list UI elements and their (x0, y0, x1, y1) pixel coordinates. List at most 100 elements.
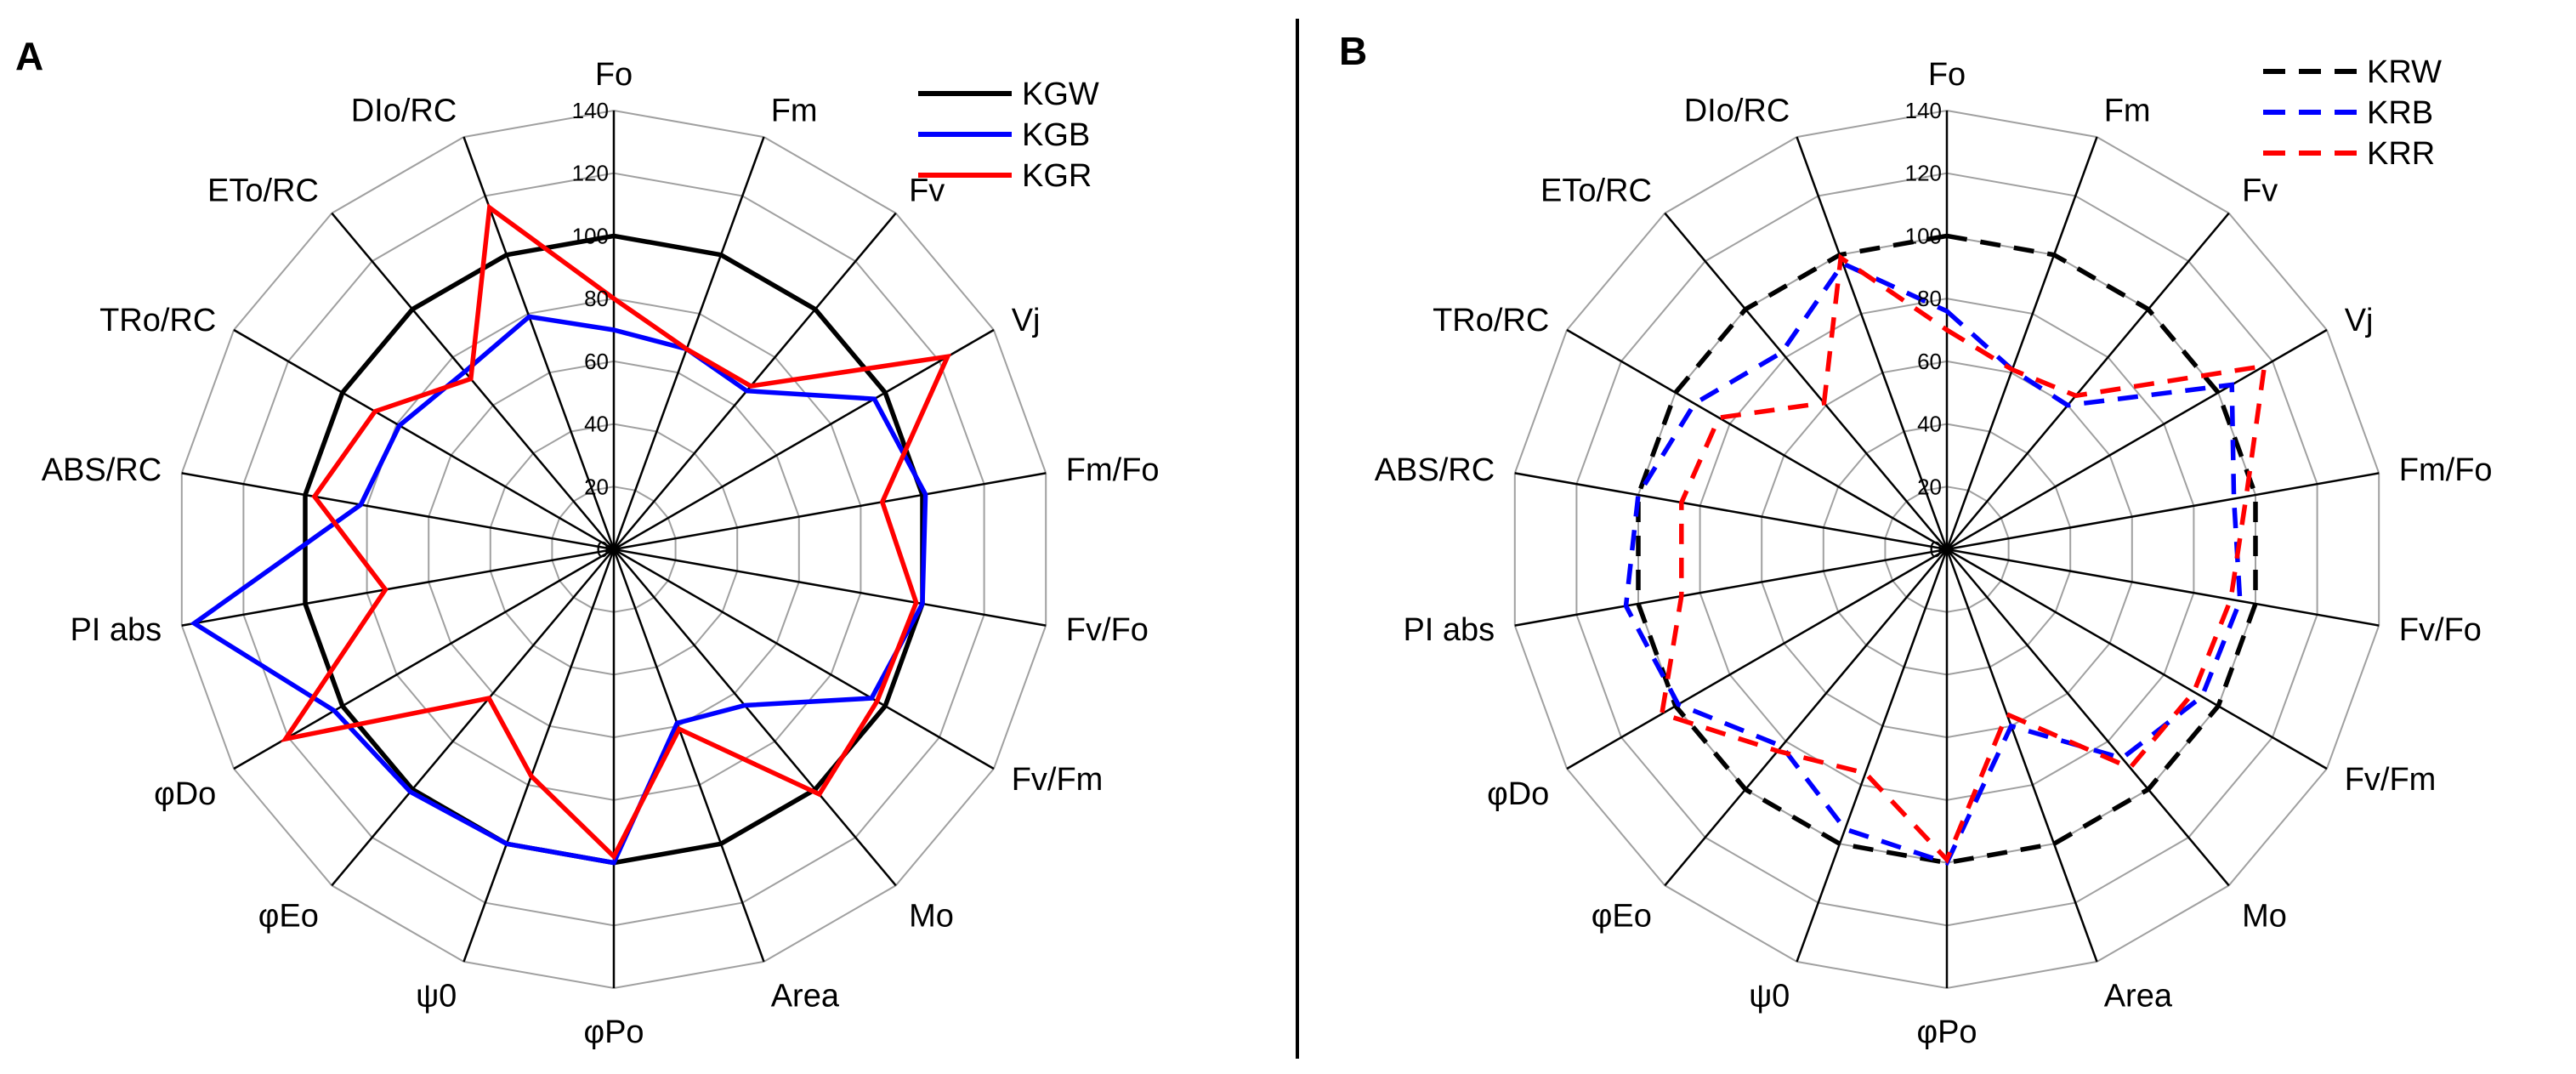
axis-label-area: Area (2104, 978, 2173, 1014)
radar-series-a (190, 203, 952, 866)
spoke-fv-fo (613, 548, 1047, 627)
spoke-abs-rc (181, 472, 615, 551)
spoke-phieo (1664, 548, 1948, 887)
spoke-fm-fo (613, 472, 1047, 551)
axis-label-vj: Vj (2345, 303, 2374, 338)
radar-axis-labels-a: Fo Fm Fv Vj Fm/Fo Fv/Fo Fv/Fm Mo Area φPo ψ0 φEo φDo… (42, 57, 1160, 1050)
axis-label-phieo: φEo (1592, 899, 1652, 935)
legend-label-krb: KRB (2367, 95, 2433, 131)
spoke-fv-fm (613, 548, 995, 770)
series-line-kgb (190, 314, 928, 866)
tick-label-20: 20 (1917, 474, 1942, 499)
legend-b: KRW KRB KRR (2263, 54, 2442, 172)
spoke-phieo (331, 548, 615, 887)
radar-chart-b: 0 20 40 60 80 100 120 140 Fo Fm Fv Vj Fm/Fo Fv/Fo Fv/… (1339, 29, 2493, 1050)
radar-tick-labels-a: 0 20 40 60 80 100 120 140 (572, 98, 609, 562)
spoke-mo (613, 548, 897, 887)
spoke-fm (612, 136, 765, 550)
axis-label-tro-rc: TRo/RC (1433, 303, 1549, 338)
axis-label-tro-rc: TRo/RC (99, 303, 216, 338)
tick-label-20: 20 (584, 474, 609, 499)
legend-label-krr: KRR (2367, 136, 2435, 172)
axis-label-pi-abs: PI abs (1403, 612, 1495, 648)
spoke-abs-rc (1514, 472, 1948, 551)
tick-label-100: 100 (572, 223, 609, 248)
series-line-kgr (280, 203, 952, 861)
radar-spokes-b (1514, 111, 2380, 988)
axis-label-phieo: φEo (258, 899, 319, 935)
spoke-fv (1946, 212, 2230, 550)
tick-label-80: 80 (1917, 286, 1942, 311)
axis-label-fv: Fv (2242, 173, 2278, 208)
spoke-area (612, 548, 765, 963)
tick-label-0: 0 (597, 537, 609, 562)
axis-label-pi-abs: PI abs (70, 612, 162, 648)
radar-series-b (1623, 233, 2267, 866)
axis-label-dio-rc: DIo/RC (351, 94, 457, 129)
axis-label-fm: Fm (2104, 94, 2151, 129)
tick-label-40: 40 (584, 412, 609, 437)
axis-label-phipo: φPo (1916, 1014, 1977, 1050)
radar-tick-labels-b: 0 20 40 60 80 100 120 140 (1905, 98, 1942, 562)
spoke-fm-fo (1946, 472, 2380, 551)
tick-label-60: 60 (584, 349, 609, 374)
spoke-fv-fm (1946, 548, 2328, 770)
axis-label-fv: Fv (909, 173, 945, 208)
axis-label-abs-rc: ABS/RC (42, 452, 162, 488)
spoke-psi0 (462, 548, 616, 963)
series-line-krw (1636, 233, 2258, 866)
tick-label-60: 60 (1917, 349, 1942, 374)
axis-label-psi0: ψ0 (1749, 978, 1790, 1014)
axis-label-eto-rc: ETo/RC (207, 173, 319, 208)
legend-label-krw: KRW (2367, 54, 2442, 90)
panel-label-b: B (1339, 29, 1367, 73)
axis-label-psi0: ψ0 (416, 978, 457, 1014)
tick-label-140: 140 (1905, 98, 1942, 123)
axis-label-fv-fm: Fv/Fm (1012, 762, 1104, 798)
spoke-tro-rc (1566, 328, 1948, 551)
spoke-eto-rc (331, 212, 615, 550)
axis-label-fv-fo: Fv/Fo (1066, 612, 1149, 648)
spoke-fv (613, 212, 897, 550)
axis-label-fo: Fo (1928, 57, 1966, 93)
tick-label-80: 80 (584, 286, 609, 311)
spoke-pi-abs (1514, 548, 1948, 627)
spoke-mo (1946, 548, 2230, 887)
spoke-tro-rc (233, 328, 615, 551)
spoke-phido (1566, 548, 1948, 770)
spoke-eto-rc (1664, 212, 1948, 550)
axis-label-phido: φDo (154, 776, 216, 812)
axis-label-vj: Vj (1012, 303, 1041, 338)
spoke-vj (1946, 328, 2328, 551)
axis-label-fo: Fo (595, 57, 633, 93)
axis-label-mo: Mo (2242, 899, 2287, 935)
axis-label-fm-fo: Fm/Fo (1066, 452, 1160, 488)
tick-label-120: 120 (1905, 161, 1942, 186)
legend-label-kgw: KGW (1022, 77, 1099, 112)
legend-a: KGW KGB KGR (918, 77, 1099, 194)
series-line-krr (1659, 253, 2267, 864)
legend-label-kgb: KGB (1022, 117, 1090, 153)
tick-label-0: 0 (1930, 537, 1942, 562)
spoke-fv-fo (1946, 548, 2380, 627)
spoke-phido (233, 548, 615, 770)
axis-label-fm-fo: Fm/Fo (2399, 452, 2493, 488)
spoke-psi0 (1796, 548, 1949, 963)
spoke-area (1945, 548, 2098, 963)
axis-label-abs-rc: ABS/RC (1375, 452, 1495, 488)
radar-axis-labels-b: Fo Fm Fv Vj Fm/Fo Fv/Fo Fv/Fm Mo Area φPo ψ0 φEo φDo… (1375, 57, 2493, 1050)
tick-label-120: 120 (572, 161, 609, 186)
axis-label-fm: Fm (771, 94, 818, 129)
axis-label-fv-fo: Fv/Fo (2399, 612, 2482, 648)
spoke-fm (1945, 136, 2098, 550)
legend-label-kgr: KGR (1022, 158, 1092, 194)
axis-label-mo: Mo (909, 899, 954, 935)
radar-spokes-a (181, 111, 1047, 988)
axis-label-dio-rc: DIo/RC (1684, 94, 1790, 129)
axis-label-phipo: φPo (583, 1014, 644, 1050)
panel-label-a: A (15, 34, 43, 78)
axis-label-area: Area (771, 978, 840, 1014)
tick-label-140: 140 (572, 98, 609, 123)
spoke-vj (613, 328, 995, 551)
